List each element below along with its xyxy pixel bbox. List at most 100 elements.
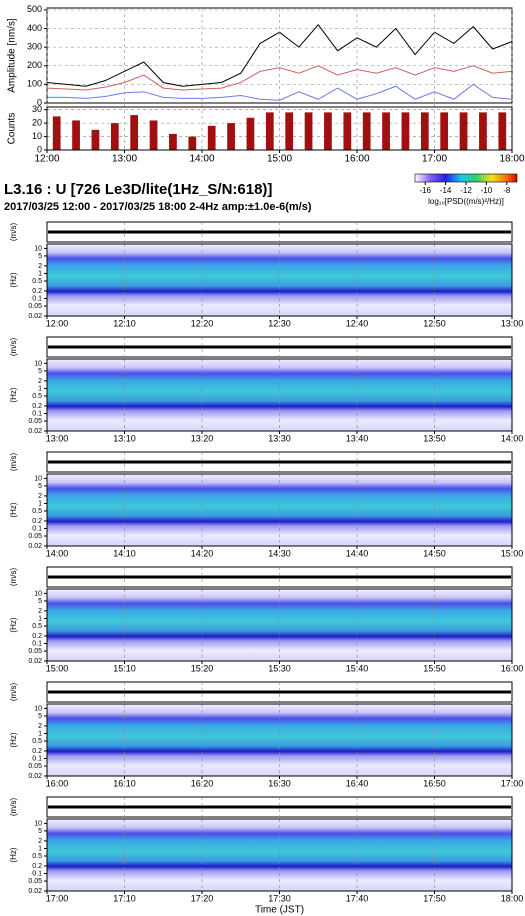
- colorbar-tick-label: -8: [503, 186, 511, 195]
- count-bar: [402, 112, 410, 150]
- title: L3.16 : U [726 Le3D/lite(1Hz_S/N:618)]: [4, 181, 272, 198]
- x-tick-label: 15:00: [46, 663, 69, 673]
- x-tick-label: 12:00: [46, 318, 69, 328]
- x-tick-label: 13:40: [346, 433, 369, 443]
- y-tick-label: 0.2: [32, 518, 42, 525]
- x-tick-label: 16:00: [344, 154, 369, 165]
- subtitle: 2017/03/25 12:00 - 2017/03/25 18:00 2-4H…: [4, 201, 312, 213]
- x-tick-label: 13:00: [46, 433, 69, 443]
- x-tick-label: 15:20: [191, 663, 214, 673]
- count-bar: [169, 134, 177, 150]
- y-tick-label: 0.1: [32, 755, 42, 762]
- x-tick-label: 14:40: [346, 548, 369, 558]
- colorbar-label: log₁₀[PSD((m/s)²/Hz)]: [428, 197, 504, 206]
- x-tick-label: 13:10: [113, 433, 136, 443]
- y-tick-label: 0.5: [32, 738, 42, 745]
- y-tick-label: 0.5: [32, 393, 42, 400]
- y-tick-label: 0.02: [28, 658, 42, 665]
- y-tick-label: 0.05: [28, 418, 42, 425]
- y-tick-label: 5: [38, 598, 42, 605]
- y-tick-label: 0.1: [32, 525, 42, 532]
- y-tick-label: 10: [34, 245, 42, 252]
- y-tick-label: 0.02: [28, 313, 42, 320]
- y-axis-label: Amplitude [nm/s]: [7, 18, 18, 93]
- y-axis-label: (Hz): [9, 387, 18, 402]
- y-tick-label: 0.5: [32, 623, 42, 630]
- y-axis-label: (Hz): [9, 732, 18, 747]
- colorbar-tick-label: -10: [481, 186, 493, 195]
- y-tick-label: 10: [34, 475, 42, 482]
- y-tick-label: 0.5: [32, 278, 42, 285]
- x-tick-label: 14:50: [423, 548, 446, 558]
- colorbar: [415, 174, 517, 182]
- x-tick-label: 14:30: [268, 548, 291, 558]
- x-tick-label: 14:00: [501, 433, 524, 443]
- y-tick-label: 200: [27, 60, 42, 70]
- y-tick-label: 0.05: [28, 878, 42, 885]
- y-tick-label: 0.1: [32, 870, 42, 877]
- count-bar: [150, 120, 158, 150]
- count-bar: [324, 112, 332, 150]
- x-tick-label: 18:00: [499, 154, 524, 165]
- x-tick-label: 17:40: [346, 893, 369, 903]
- y-tick-label: 5: [38, 483, 42, 490]
- x-tick-label: 16:10: [113, 778, 136, 788]
- count-bar: [111, 123, 119, 150]
- count-bar: [72, 120, 80, 150]
- x-tick-label: 12:40: [346, 318, 369, 328]
- count-bar: [421, 112, 429, 150]
- x-tick-label: 14:00: [189, 154, 214, 165]
- y-tick-label: 0.2: [32, 863, 42, 870]
- y-tick-label: 100: [27, 79, 42, 89]
- x-tick-label: 16:00: [46, 778, 69, 788]
- x-tick-label: 15:30: [268, 663, 291, 673]
- colorbar-tick-label: -12: [460, 186, 472, 195]
- y-tick-label: 0.1: [32, 640, 42, 647]
- y-tick-label: 0.1: [32, 295, 42, 302]
- y-tick-label: 2: [38, 723, 42, 730]
- x-tick-label: 16:30: [268, 778, 291, 788]
- x-tick-label: 12:20: [191, 318, 214, 328]
- y-tick-label: 5: [38, 368, 42, 375]
- y-tick-label: 1: [38, 730, 42, 737]
- x-tick-label: 14:20: [191, 548, 214, 558]
- x-tick-label: 16:50: [423, 778, 446, 788]
- x-tick-label: 13:50: [423, 433, 446, 443]
- y-tick-label: 5: [38, 713, 42, 720]
- x-tick-label: 13:30: [268, 433, 291, 443]
- y-tick-label: 2: [38, 263, 42, 270]
- x-tick-label: 13:20: [191, 433, 214, 443]
- y-tick-label: 10: [34, 705, 42, 712]
- y-tick-label: 1: [38, 500, 42, 507]
- y-tick-label: 0.2: [32, 288, 42, 295]
- count-bar: [305, 112, 313, 150]
- y-tick-label: 0.05: [28, 303, 42, 310]
- x-tick-label: 16:20: [191, 778, 214, 788]
- y-axis-label: (m/s): [9, 798, 18, 817]
- y-tick-label: 2: [38, 378, 42, 385]
- y-axis-label: (Hz): [9, 847, 18, 862]
- count-bar: [130, 115, 138, 150]
- y-tick-label: 2: [38, 493, 42, 500]
- y-axis-label: (Hz): [9, 272, 18, 287]
- count-bar: [479, 112, 487, 150]
- x-tick-label: 16:40: [346, 778, 369, 788]
- y-tick-label: 0.05: [28, 763, 42, 770]
- y-tick-label: 0.5: [32, 508, 42, 515]
- x-tick-label: 15:00: [267, 154, 292, 165]
- x-axis-label: Time (JST): [255, 905, 304, 916]
- y-tick-label: 5: [38, 828, 42, 835]
- y-tick-label: 1: [38, 385, 42, 392]
- count-bar: [247, 118, 255, 150]
- x-tick-label: 12:10: [113, 318, 136, 328]
- x-tick-label: 18:00: [501, 893, 524, 903]
- x-tick-label: 13:00: [501, 318, 524, 328]
- y-tick-label: 10: [34, 360, 42, 367]
- x-tick-label: 15:50: [423, 663, 446, 673]
- y-tick-label: 0.2: [32, 633, 42, 640]
- x-tick-label: 12:50: [423, 318, 446, 328]
- y-tick-label: 0.1: [32, 410, 42, 417]
- x-tick-label: 15:00: [501, 548, 524, 558]
- x-tick-label: 12:00: [34, 154, 59, 165]
- count-bar: [227, 123, 235, 150]
